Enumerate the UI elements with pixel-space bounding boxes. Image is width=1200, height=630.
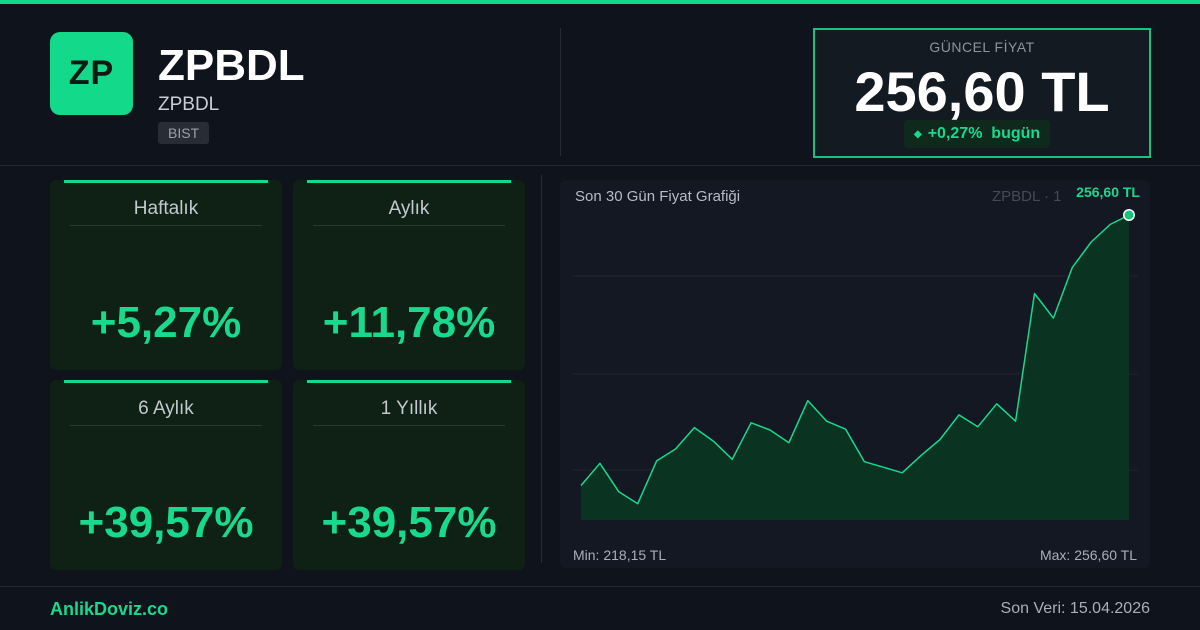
chart-min-label: Min: 218,15 TL	[573, 547, 667, 563]
ticker-logo: ZP	[50, 32, 133, 115]
chart-line	[580, 214, 1130, 505]
current-price-label: GÜNCEL FİYAT	[929, 39, 1035, 55]
chart-title: Son 30 Gün Fiyat Grafiği	[575, 188, 741, 205]
stat-card-6-months: 6 Aylık +39,57%	[50, 380, 282, 570]
card-accent	[307, 180, 511, 183]
card-separator	[313, 425, 505, 426]
last-price-label: 256,60 TL	[1076, 184, 1140, 200]
chart-ticker-watermark: ZPBDL · 1	[992, 188, 1062, 205]
header-separator	[0, 165, 1200, 166]
stat-card-weekly: Haftalık +5,27%	[50, 180, 282, 370]
card-accent	[307, 380, 511, 383]
stat-value: +39,57%	[78, 498, 254, 547]
chart-area	[581, 215, 1129, 520]
brand-link[interactable]: AnlikDoviz.co	[50, 599, 169, 619]
stat-value: +11,78%	[322, 298, 496, 347]
card-separator	[313, 225, 505, 226]
top-accent-bar	[0, 0, 1200, 4]
stat-label: 6 Aylık	[138, 398, 194, 419]
card-accent	[64, 380, 268, 383]
current-price-value: 256,60 TL	[854, 60, 1110, 123]
stat-label: Haftalık	[133, 198, 199, 219]
exchange-badge: BIST	[158, 122, 210, 144]
logo-text: ZP	[68, 54, 115, 92]
card-accent	[64, 180, 268, 183]
last-point-marker	[1124, 210, 1134, 220]
card-separator	[70, 225, 262, 226]
chart-max-label: Max: 256,60 TL	[1039, 547, 1137, 563]
card-separator	[70, 425, 262, 426]
price-chart: 256,60 TL	[572, 184, 1140, 520]
stat-value: +5,27%	[90, 298, 242, 347]
stat-label: 1 Yıllık	[380, 398, 438, 419]
page-title: ZPBDL	[158, 41, 305, 90]
daily-change-badge: ◆ +0,27% bugün	[904, 120, 1051, 148]
stat-card-monthly: Aylık +11,78%	[293, 180, 525, 370]
content-divider	[541, 175, 542, 563]
last-update-text: Son Veri: 15.04.2026	[1000, 600, 1150, 617]
stat-value: +39,57%	[321, 498, 497, 547]
stat-card-1-year: 1 Yıllık +39,57%	[293, 380, 525, 570]
header-divider	[560, 28, 561, 156]
footer-separator	[0, 586, 1200, 587]
current-price-box: GÜNCEL FİYAT 256,60 TL ◆ +0,27% bugün	[813, 28, 1151, 158]
stat-label: Aylık	[388, 198, 430, 219]
instrument-name: ZPBDL	[158, 94, 220, 115]
daily-change-text: +0,27% bugün	[927, 125, 1041, 142]
diamond-bullet-icon: ◆	[914, 129, 922, 140]
